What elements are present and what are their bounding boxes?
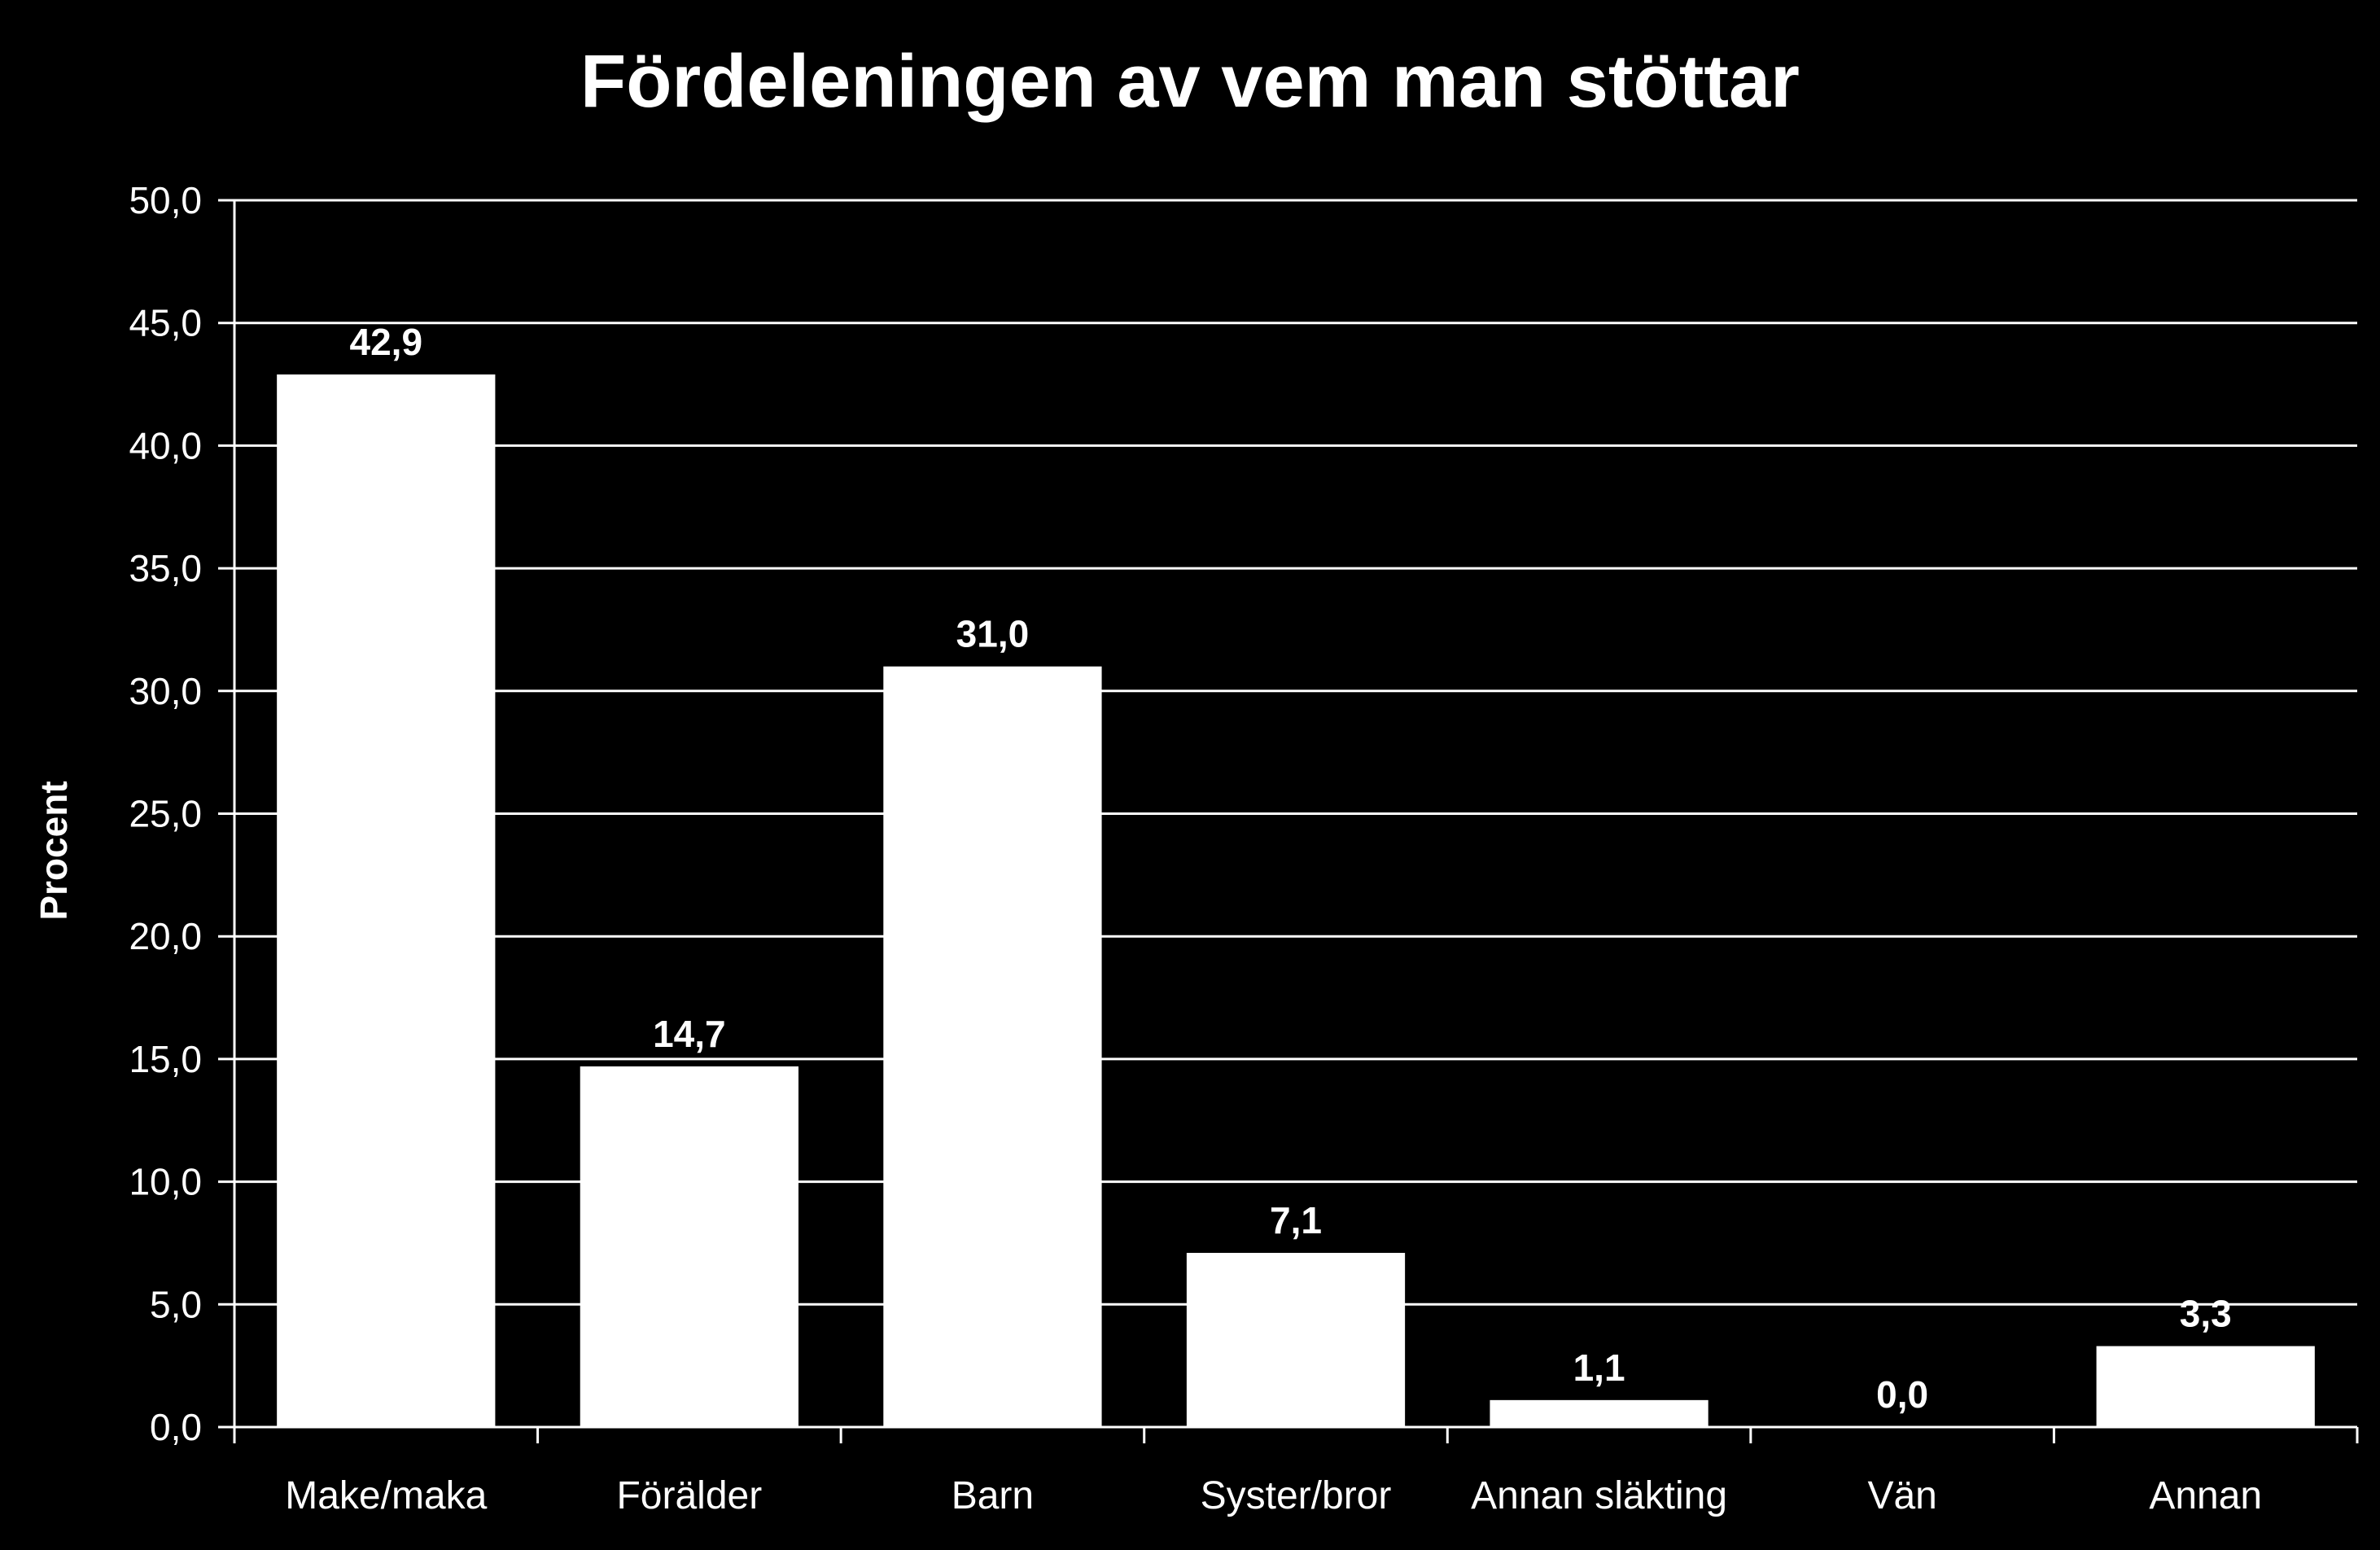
y-tick-label: 35,0 xyxy=(129,547,202,589)
y-tick-label: 25,0 xyxy=(129,793,202,835)
bar xyxy=(1186,1253,1406,1427)
y-tick-label: 45,0 xyxy=(129,302,202,344)
y-tick-label: 30,0 xyxy=(129,670,202,712)
bar-value-label: 0,0 xyxy=(1876,1373,1928,1416)
y-tick-label: 10,0 xyxy=(129,1161,202,1203)
x-tick-label: Annan xyxy=(2149,1474,2262,1517)
y-tick-label: 15,0 xyxy=(129,1038,202,1080)
bar xyxy=(277,374,496,1427)
x-tick-label: Vän xyxy=(1867,1474,1936,1517)
bar xyxy=(580,1066,798,1427)
chart-title: Fördeleningen av vem man stöttar xyxy=(580,40,1800,123)
x-tick-label: Barn xyxy=(952,1474,1034,1517)
x-tick-label: Annan släkting xyxy=(1471,1474,1727,1517)
y-tick-label: 50,0 xyxy=(129,179,202,221)
bar-value-label: 1,1 xyxy=(1573,1346,1625,1389)
bar xyxy=(1490,1399,1708,1427)
y-tick-label: 40,0 xyxy=(129,424,202,466)
y-tick-label: 20,0 xyxy=(129,915,202,957)
bar-value-label: 7,1 xyxy=(1270,1199,1322,1241)
x-tick-label: Förälder xyxy=(616,1474,762,1517)
y-tick-label: 0,0 xyxy=(150,1406,202,1448)
bar-value-label: 42,9 xyxy=(350,321,423,363)
bar xyxy=(883,666,1102,1427)
bar-value-label: 3,3 xyxy=(2180,1293,2232,1335)
bar xyxy=(2096,1346,2315,1427)
bar-value-label: 31,0 xyxy=(956,613,1030,655)
x-tick-label: Syster/bror xyxy=(1201,1474,1392,1517)
bar-value-label: 14,7 xyxy=(653,1013,726,1055)
y-axis-label: Procent xyxy=(33,781,75,920)
x-tick-label: Make/maka xyxy=(285,1474,487,1517)
y-tick-label: 5,0 xyxy=(150,1283,202,1325)
